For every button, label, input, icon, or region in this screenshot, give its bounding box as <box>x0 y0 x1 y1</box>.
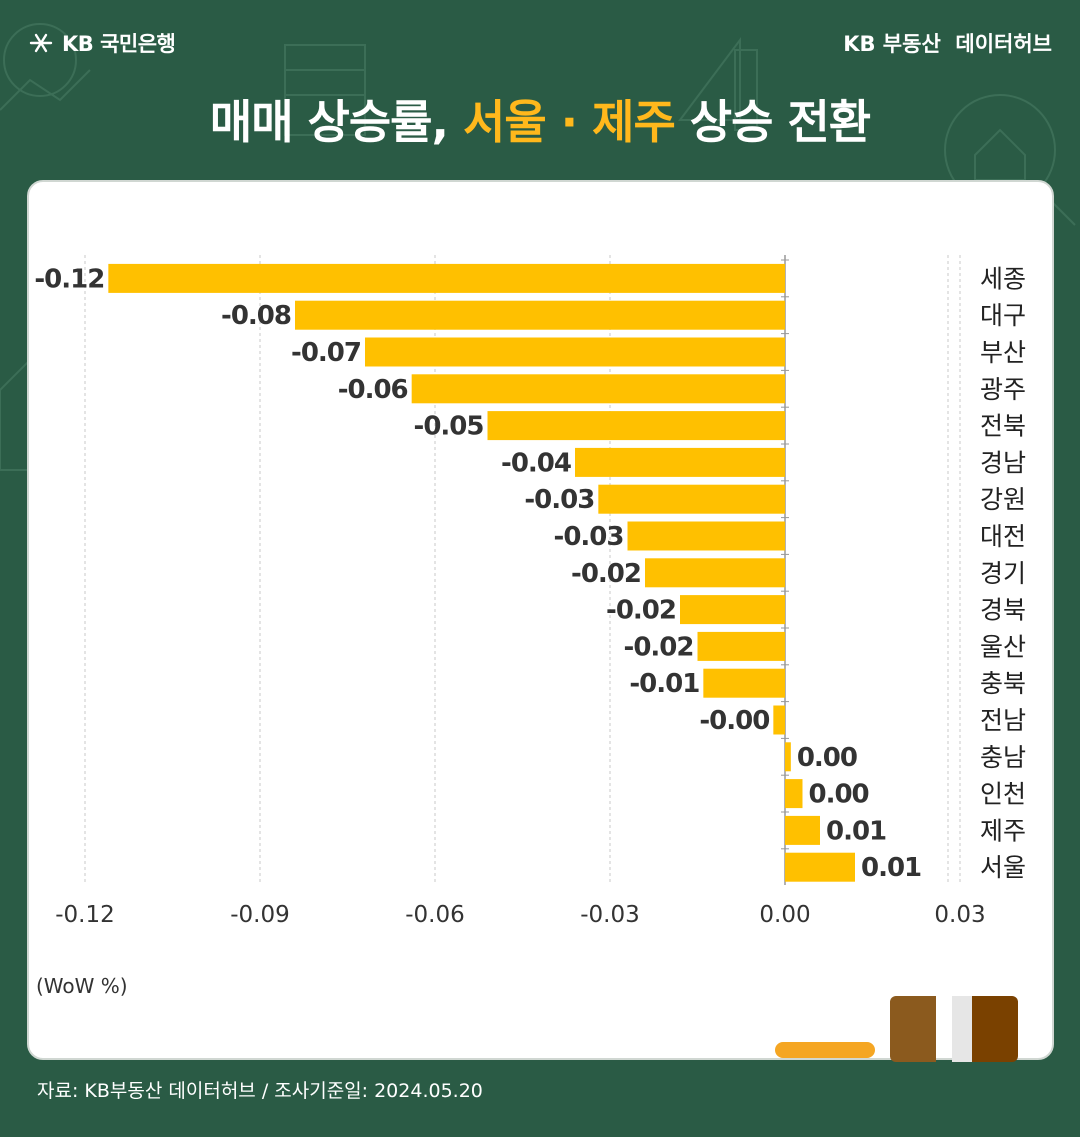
data-label: -0.04 <box>501 448 571 478</box>
data-label: -0.00 <box>699 706 769 736</box>
category-label: 울산 <box>980 632 1026 661</box>
page-title: 매매 상승률, 서울 · 제주 상승 전환 <box>0 86 1080 152</box>
kb-bank-logo-text: KB 국민은행 <box>62 32 176 56</box>
decor-brown-block <box>890 996 936 1062</box>
category-label: 경기 <box>980 559 1026 588</box>
bar <box>645 558 785 588</box>
category-label: 전남 <box>980 706 1026 735</box>
x-tick-label: -0.06 <box>405 902 465 928</box>
category-label: 인천 <box>980 780 1026 809</box>
bar <box>108 263 786 293</box>
bar <box>487 411 785 441</box>
bar <box>598 484 785 514</box>
bar <box>295 300 785 330</box>
data-label: -0.02 <box>624 632 694 662</box>
bar <box>627 521 785 551</box>
x-tick-label: -0.03 <box>580 902 640 928</box>
data-hub-label: KB 부동산 데이터허브 <box>843 32 1052 56</box>
category-label: 경남 <box>980 448 1026 477</box>
title-separator: · <box>545 95 593 149</box>
bar <box>365 337 785 367</box>
unit-label: (WoW %) <box>36 974 128 998</box>
bar <box>785 852 855 882</box>
category-label: 충북 <box>980 669 1026 698</box>
data-label: 0.01 <box>861 853 921 883</box>
data-label: -0.08 <box>221 301 291 331</box>
bar <box>785 815 820 845</box>
category-label: 광주 <box>980 375 1026 404</box>
category-label: 전북 <box>980 412 1026 441</box>
decor-orange-bar <box>775 1042 875 1058</box>
category-label: 서울 <box>980 853 1026 882</box>
kb-bank-logo: KB 국민은행 <box>28 28 176 58</box>
data-label: 0.00 <box>797 743 857 773</box>
category-label: 경북 <box>980 596 1026 625</box>
bar <box>411 374 785 404</box>
data-label: -0.03 <box>554 522 624 552</box>
bar <box>697 631 785 661</box>
category-label: 대구 <box>980 301 1026 330</box>
title-part1: 매매 상승률, <box>209 95 463 149</box>
bar <box>575 447 785 477</box>
bar <box>680 595 785 625</box>
x-tick-label: 0.03 <box>934 902 985 928</box>
category-label: 강원 <box>980 485 1026 514</box>
title-highlight-jeju: 제주 <box>592 95 676 149</box>
data-label: -0.12 <box>34 264 104 294</box>
bar <box>785 742 791 772</box>
bar <box>785 779 803 809</box>
x-tick-label: 0.00 <box>759 902 810 928</box>
category-label: 제주 <box>980 816 1026 845</box>
data-label: -0.01 <box>629 669 699 699</box>
data-label: -0.02 <box>606 596 676 626</box>
data-label: 0.00 <box>809 780 869 810</box>
decor-darkbrown-block <box>972 996 1018 1062</box>
kb-star-icon <box>29 33 53 53</box>
data-label: -0.07 <box>291 338 361 368</box>
data-label: 0.01 <box>826 816 886 846</box>
data-label: -0.02 <box>571 559 641 589</box>
bar <box>703 668 785 698</box>
data-label: -0.03 <box>524 485 594 515</box>
title-part2: 상승 전환 <box>674 95 871 149</box>
category-label: 대전 <box>980 522 1026 551</box>
source-footer: 자료: KB부동산 데이터허브 / 조사기준일: 2024.05.20 <box>37 1080 483 1102</box>
title-highlight-seoul: 서울 <box>463 95 547 149</box>
bar <box>773 705 785 735</box>
decor-grey-block <box>952 996 972 1062</box>
x-tick-label: -0.09 <box>230 902 290 928</box>
category-label: 부산 <box>980 338 1026 367</box>
data-label: -0.05 <box>414 412 484 442</box>
category-label: 세종 <box>980 264 1026 293</box>
category-label: 충남 <box>980 743 1026 772</box>
data-label: -0.06 <box>338 375 408 405</box>
x-tick-label: -0.12 <box>55 902 115 928</box>
